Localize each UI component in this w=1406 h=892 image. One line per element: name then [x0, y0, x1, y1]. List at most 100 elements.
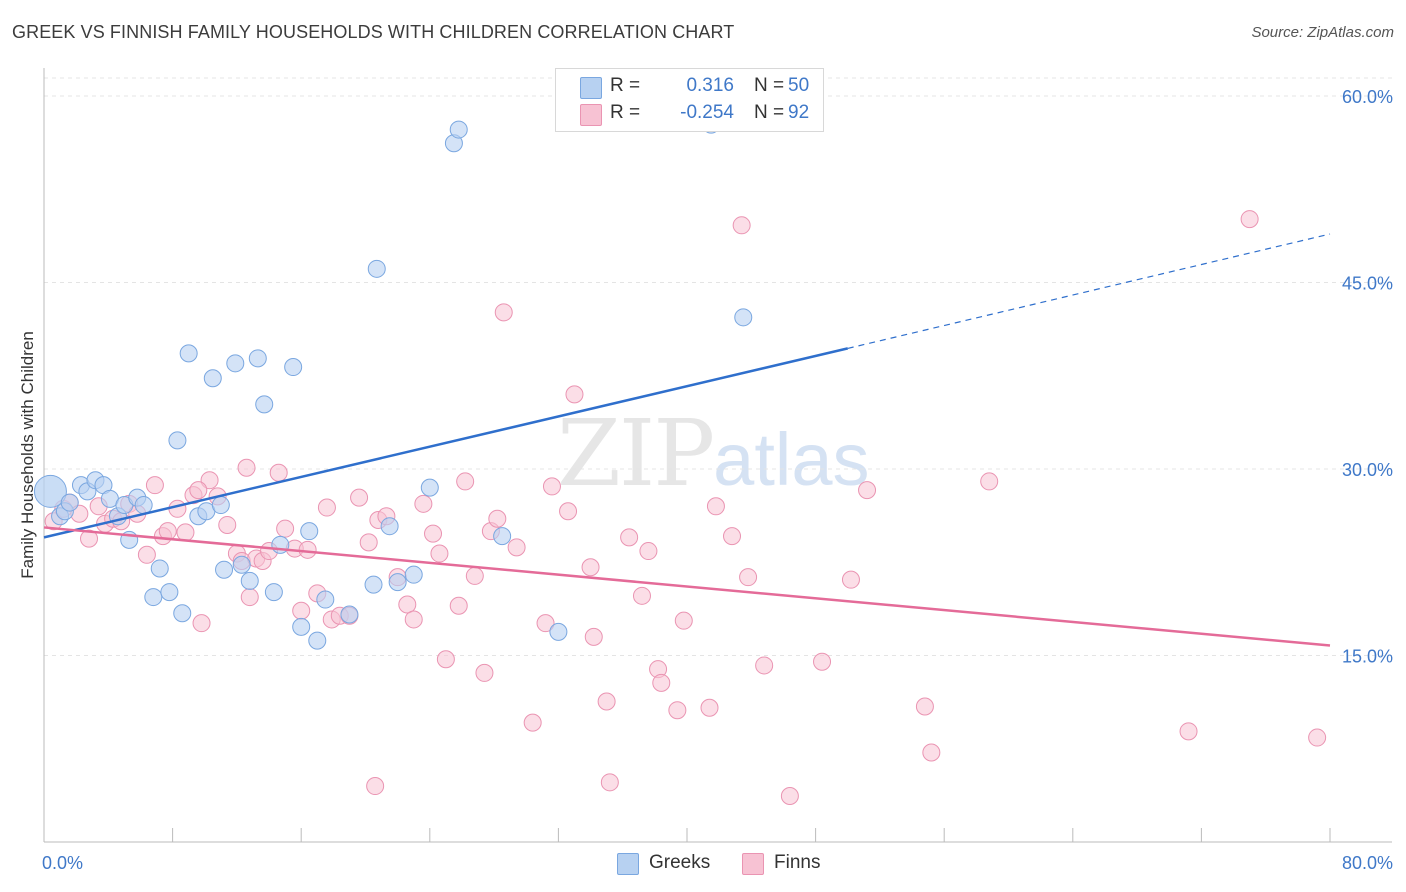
- watermark-zip: ZIP: [557, 400, 715, 507]
- tick-labels: 15.0% 30.0% 45.0% 60.0% 0.0% 80.0%: [42, 87, 1393, 873]
- greeks-point: [203, 369, 222, 388]
- finns-point: [218, 515, 237, 534]
- finns-point: [137, 545, 156, 564]
- finns-point: [841, 570, 860, 589]
- greeks-point: [134, 496, 153, 515]
- greeks-trend-line: [43, 347, 849, 539]
- finns-point: [674, 611, 693, 630]
- finns-point: [269, 463, 288, 482]
- finns-point: [424, 524, 443, 543]
- finns-point: [298, 540, 317, 559]
- greeks-point: [308, 631, 327, 650]
- finns-point: [858, 481, 877, 500]
- legend-label-greeks: Greeks: [649, 852, 711, 873]
- greeks-point: [549, 622, 568, 641]
- legend-swatch-greeks: [580, 77, 602, 99]
- greeks-point: [211, 496, 230, 515]
- finns-point: [523, 713, 542, 732]
- finns-point: [632, 586, 651, 605]
- y-tick-label: 45.0%: [1342, 274, 1393, 294]
- y-tick-label: 30.0%: [1342, 460, 1393, 480]
- legend-swatch-greeks: [617, 853, 639, 875]
- legend-n-value: 92: [788, 102, 810, 123]
- greeks-point: [493, 527, 512, 546]
- legend-swatch-finns: [580, 104, 602, 126]
- finns-point: [398, 595, 417, 614]
- finns-point: [494, 303, 513, 322]
- greeks-point: [255, 395, 274, 414]
- finns-point: [449, 596, 468, 615]
- greeks-point: [449, 120, 468, 139]
- greeks-point: [300, 522, 319, 541]
- greeks-points: [33, 115, 753, 650]
- y-tick-label: 60.0%: [1342, 87, 1393, 107]
- finns-point: [456, 472, 475, 491]
- greeks-point: [168, 431, 187, 450]
- greeks-point: [734, 308, 753, 327]
- greeks-point: [248, 349, 267, 368]
- legend-n-value: 50: [788, 75, 810, 96]
- finns-point: [414, 494, 433, 513]
- y-tick-label: 15.0%: [1342, 647, 1393, 667]
- finns-point: [507, 538, 526, 557]
- legend-r-value: 0.316: [686, 75, 734, 96]
- y-axis-label: Family Households with Children: [18, 331, 37, 579]
- greeks-point: [316, 590, 335, 609]
- finns-point: [581, 558, 600, 577]
- finns-point: [732, 216, 751, 235]
- x-tick-label: 0.0%: [42, 853, 83, 873]
- greeks-point: [173, 604, 192, 623]
- finns-point: [755, 656, 774, 675]
- finns-point: [436, 650, 455, 669]
- finns-point: [915, 697, 934, 716]
- greeks-point: [232, 555, 251, 574]
- greeks-trend-extension: [847, 233, 1331, 349]
- finns-point: [366, 777, 385, 796]
- finns-point: [600, 773, 619, 792]
- finns-point: [475, 663, 494, 682]
- x-tick-label: 80.0%: [1342, 853, 1393, 873]
- greeks-point: [160, 583, 179, 602]
- finns-point: [597, 692, 616, 711]
- legend-label-finns: Finns: [774, 852, 821, 873]
- finns-point: [237, 458, 256, 477]
- finns-point: [145, 476, 164, 495]
- watermark: ZIPatlas: [557, 400, 869, 507]
- trend-lines: [43, 233, 1331, 647]
- greeks-point: [380, 517, 399, 536]
- chart-title: GREEK VS FINNISH FAMILY HOUSEHOLDS WITH …: [12, 22, 735, 42]
- finns-point: [276, 519, 295, 538]
- greeks-point: [33, 474, 67, 508]
- finns-point: [488, 509, 507, 528]
- finns-point: [1308, 728, 1327, 747]
- greeks-point: [364, 575, 383, 594]
- finns-point: [189, 481, 208, 500]
- finns-point: [240, 588, 259, 607]
- finns-point: [780, 786, 799, 805]
- finns-point: [620, 528, 639, 547]
- legend-n-label: N =: [754, 75, 785, 96]
- finns-point: [980, 472, 999, 491]
- finns-point: [668, 701, 687, 720]
- finns-trend-line: [43, 526, 1331, 647]
- finns-point: [584, 627, 603, 646]
- legend-r-label: R =: [610, 75, 641, 96]
- greeks-point: [215, 560, 234, 579]
- greeks-point: [340, 605, 359, 624]
- finns-point: [536, 614, 555, 633]
- finns-point: [465, 566, 484, 585]
- finns-point: [192, 614, 211, 633]
- greeks-point: [226, 354, 245, 373]
- greeks-point: [420, 478, 439, 497]
- greeks-point: [367, 259, 386, 278]
- finns-point: [176, 523, 195, 542]
- greeks-point: [60, 493, 79, 512]
- finns-point: [565, 385, 584, 404]
- legend-r-label: R =: [610, 102, 641, 123]
- finns-points: [44, 210, 1327, 805]
- finns-point: [168, 499, 187, 518]
- stats-legend: R = 0.316 N = 50 R = -0.254 N = 92: [555, 68, 824, 132]
- finns-point: [559, 502, 578, 521]
- finns-point: [922, 743, 941, 762]
